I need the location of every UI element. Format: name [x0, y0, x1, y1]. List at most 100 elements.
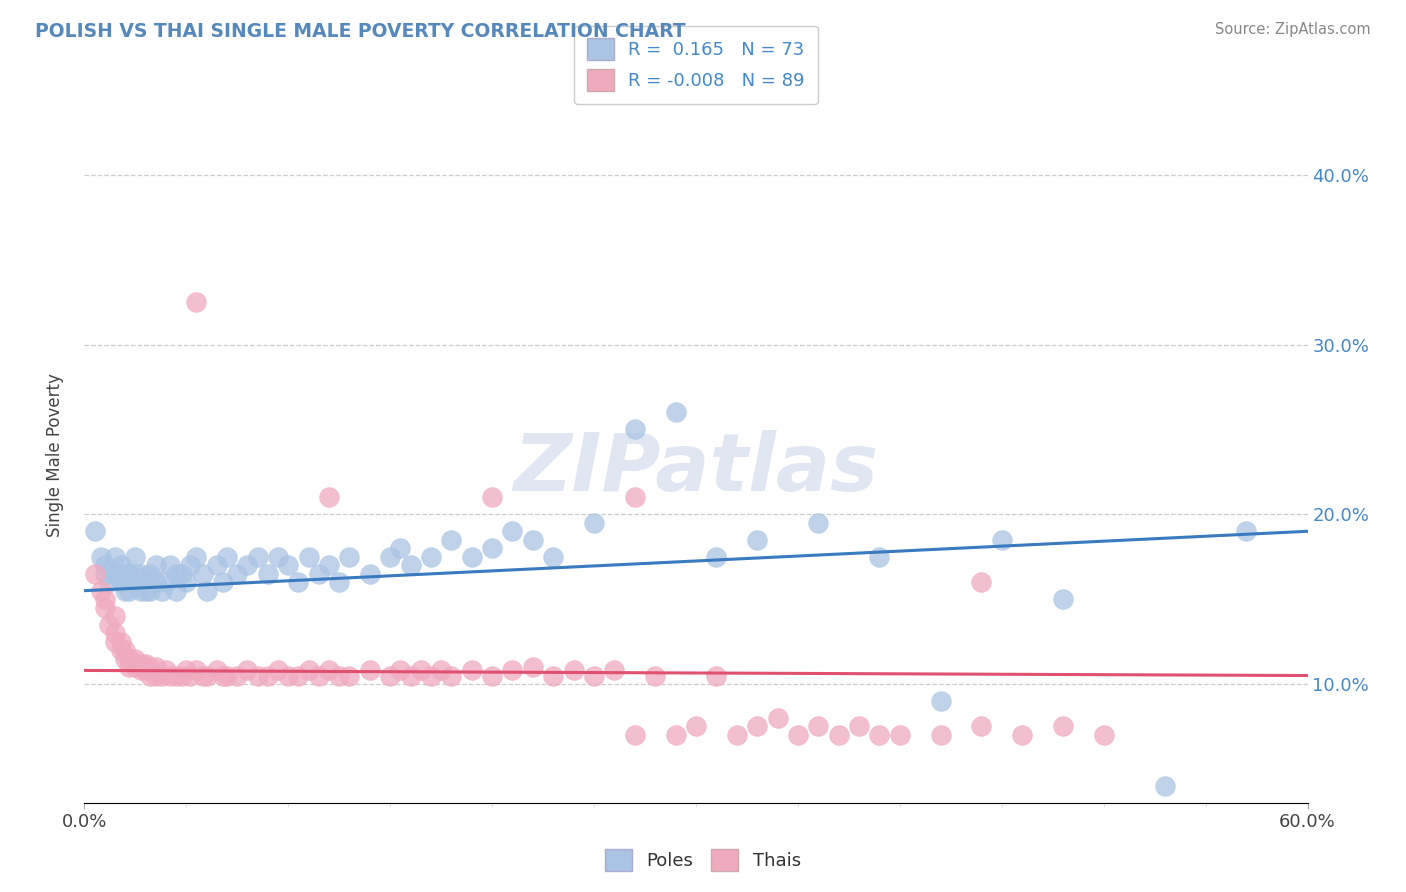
- Point: [766, 711, 789, 725]
- Point: [889, 728, 911, 742]
- Point: [155, 575, 177, 590]
- Point: [114, 583, 136, 598]
- Point: [145, 668, 167, 682]
- Point: [145, 558, 167, 573]
- Point: [93, 558, 115, 573]
- Point: [389, 664, 412, 678]
- Point: [236, 664, 259, 678]
- Point: [869, 728, 891, 742]
- Point: [118, 660, 141, 674]
- Point: [135, 583, 157, 598]
- Point: [970, 719, 993, 733]
- Point: [124, 566, 146, 581]
- Point: [461, 549, 484, 564]
- Point: [1011, 728, 1033, 742]
- Point: [246, 668, 269, 682]
- Point: [172, 668, 194, 682]
- Point: [236, 558, 259, 573]
- Point: [583, 668, 606, 682]
- Point: [869, 549, 891, 564]
- Point: [308, 668, 330, 682]
- Point: [124, 651, 146, 665]
- Point: [150, 668, 173, 682]
- Point: [124, 660, 146, 674]
- Point: [205, 664, 228, 678]
- Point: [267, 664, 290, 678]
- Point: [725, 728, 748, 742]
- Point: [308, 566, 330, 581]
- Point: [665, 728, 688, 742]
- Point: [543, 668, 565, 682]
- Text: ZIPatlas: ZIPatlas: [513, 430, 879, 508]
- Point: [1052, 719, 1074, 733]
- Point: [991, 533, 1014, 547]
- Point: [93, 600, 115, 615]
- Point: [165, 668, 187, 682]
- Point: [104, 566, 127, 581]
- Point: [848, 719, 870, 733]
- Point: [298, 664, 321, 678]
- Point: [212, 575, 235, 590]
- Point: [807, 516, 830, 530]
- Point: [502, 524, 524, 539]
- Point: [186, 549, 208, 564]
- Point: [277, 558, 299, 573]
- Point: [104, 609, 127, 624]
- Point: [481, 491, 503, 505]
- Point: [298, 549, 321, 564]
- Point: [430, 664, 453, 678]
- Point: [124, 575, 146, 590]
- Point: [155, 664, 177, 678]
- Point: [145, 660, 167, 674]
- Point: [110, 558, 132, 573]
- Point: [318, 491, 340, 505]
- Point: [135, 575, 157, 590]
- Point: [267, 549, 290, 564]
- Point: [90, 549, 112, 564]
- Point: [104, 549, 127, 564]
- Point: [114, 651, 136, 665]
- Point: [420, 668, 443, 682]
- Point: [205, 558, 228, 573]
- Point: [104, 634, 127, 648]
- Point: [138, 668, 160, 682]
- Point: [562, 664, 585, 678]
- Point: [807, 719, 830, 733]
- Point: [118, 651, 141, 665]
- Point: [380, 668, 402, 682]
- Point: [138, 660, 160, 674]
- Point: [787, 728, 810, 742]
- Point: [97, 575, 120, 590]
- Point: [929, 728, 952, 742]
- Point: [706, 668, 728, 682]
- Point: [83, 566, 105, 581]
- Point: [97, 617, 120, 632]
- Point: [1154, 779, 1177, 793]
- Point: [409, 664, 432, 678]
- Point: [828, 728, 851, 742]
- Point: [159, 668, 181, 682]
- Point: [145, 575, 167, 590]
- Text: Source: ZipAtlas.com: Source: ZipAtlas.com: [1215, 22, 1371, 37]
- Y-axis label: Single Male Poverty: Single Male Poverty: [45, 373, 63, 537]
- Point: [135, 657, 157, 671]
- Point: [481, 668, 503, 682]
- Point: [179, 558, 201, 573]
- Point: [257, 566, 280, 581]
- Point: [191, 566, 214, 581]
- Point: [706, 549, 728, 564]
- Point: [522, 533, 544, 547]
- Point: [624, 422, 647, 436]
- Text: POLISH VS THAI SINGLE MALE POVERTY CORRELATION CHART: POLISH VS THAI SINGLE MALE POVERTY CORRE…: [35, 22, 686, 41]
- Point: [1092, 728, 1115, 742]
- Point: [389, 541, 412, 556]
- Point: [226, 566, 249, 581]
- Point: [186, 664, 208, 678]
- Point: [195, 668, 218, 682]
- Point: [318, 664, 340, 678]
- Point: [118, 566, 141, 581]
- Point: [131, 583, 153, 598]
- Point: [217, 549, 239, 564]
- Point: [83, 524, 105, 539]
- Point: [929, 694, 952, 708]
